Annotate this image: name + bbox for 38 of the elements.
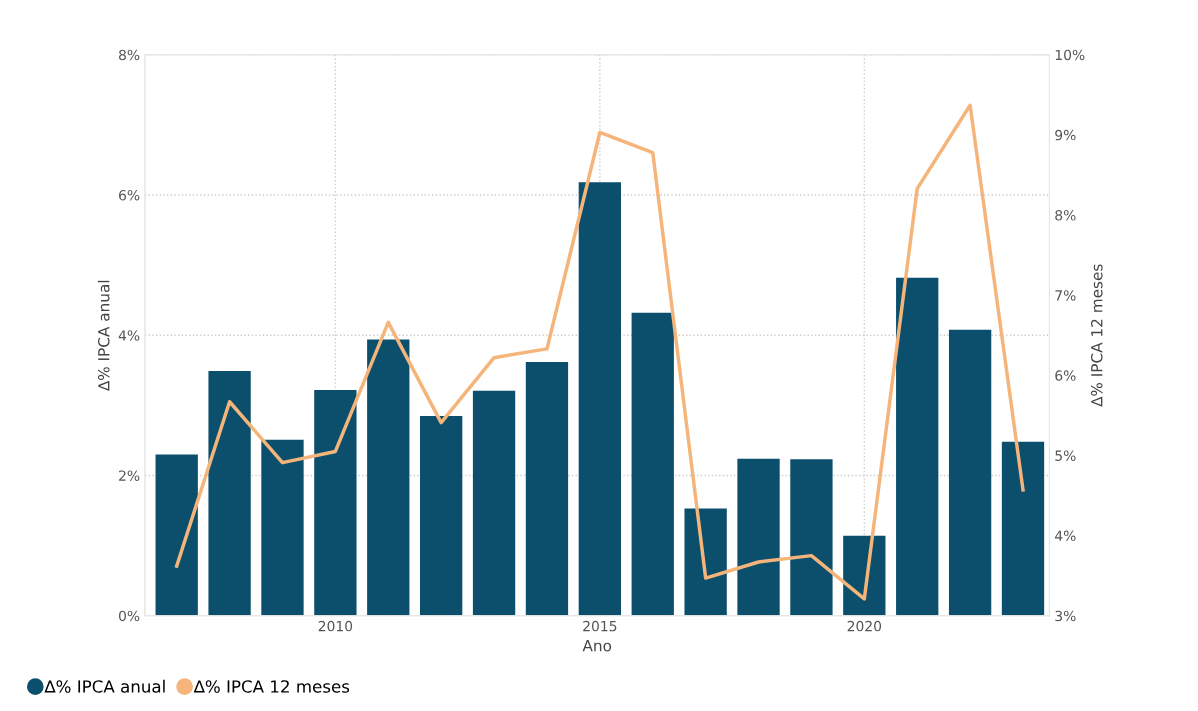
bar [578,182,622,616]
y2-tick-label: 3% [1055,610,1076,622]
x-tick-label: 2015 [583,620,617,632]
legend-label: ∆% IPCA anual [44,679,165,693]
y2-tick-label: 4% [1054,530,1076,542]
y2-axis-title: ∆% IPCA 12 meses [1091,264,1103,407]
y2-tick-label: 5% [1055,450,1076,461]
bar [472,390,516,616]
bar [155,454,198,616]
x-tick-label: 2010 [318,620,353,632]
bar [314,389,357,616]
y2-tick-label: 8% [1055,210,1076,221]
bar [261,439,304,616]
bar [684,508,727,616]
y-tick-label: 4% [118,330,140,341]
y-tick-label: 2% [119,470,140,481]
bar [737,458,780,616]
bar [208,371,251,616]
bar [948,329,992,616]
legend-label: ∆% IPCA 12 meses [193,680,350,693]
y-tick-label: 8% [119,49,140,61]
y2-tick-label: 6% [1055,370,1076,381]
y2-tick-label: 9% [1055,129,1076,141]
y2-tick-label: 7% [1055,290,1076,301]
bar [896,277,939,616]
bar [790,459,833,616]
bar [525,361,569,616]
y-tick-label: 0% [118,610,140,622]
line-series [174,103,1025,601]
y2-tick-label: 10% [1055,49,1085,61]
x-axis-title: Ano [582,640,612,652]
bar [1001,441,1045,616]
x-tick-label: 2020 [847,620,882,632]
y-tick-label: 6% [119,189,140,201]
bar [367,339,410,616]
bar [420,415,463,616]
bar [631,312,674,616]
y-axis-title: ∆% IPCA anual [97,280,110,392]
